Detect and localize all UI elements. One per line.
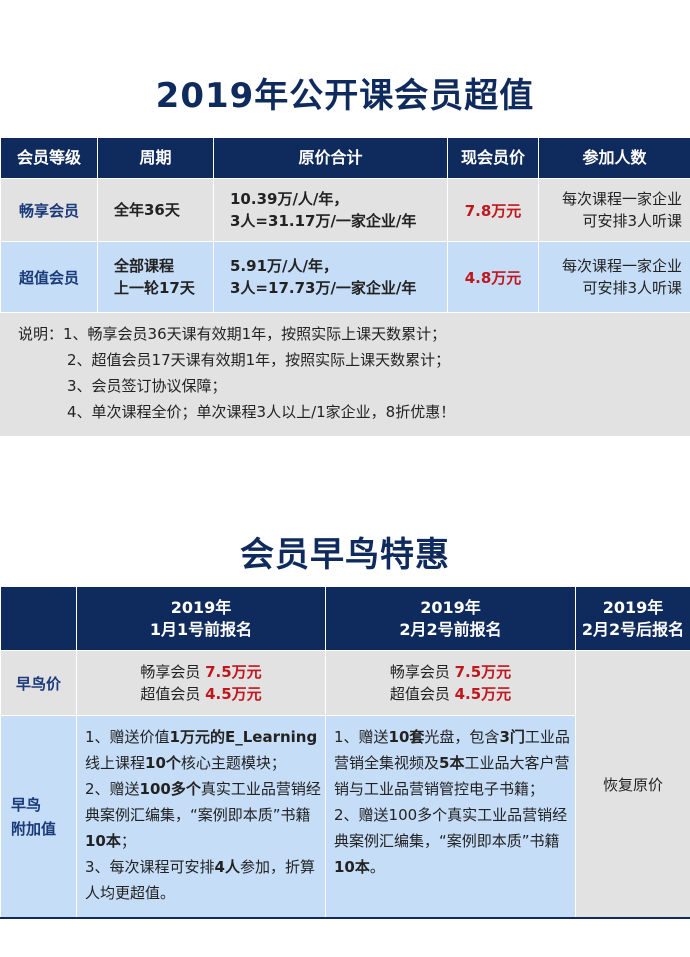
note: 说明：1、畅享会员36天课有效期1年，按照实际上课天数累计； — [18, 325, 447, 343]
benefit-text: 3门 — [499, 728, 525, 746]
note: 4、单次课程全价；单次课程3人以上/1家企业，8折优惠！ — [67, 403, 456, 421]
people-cell: 每次课程一家企业 可安排3人听课 — [538, 178, 690, 242]
benefit-text: 1万元的E_Learning — [169, 728, 318, 746]
benefit-item: 2、赠送100多个真实工业品营销经典案例汇编集，“案例即本质”书籍 10本； — [85, 776, 321, 854]
period-cell: 全年36天 — [97, 178, 214, 242]
people-cell: 每次课程一家企业 可安排3人听课 — [538, 241, 690, 313]
benefit-item: 1、赠送10套光盘，包含3门工业品营销全集视频及5本工业品大客户营销与工业品营销… — [334, 724, 571, 802]
benefit-text: 5本 — [439, 754, 465, 772]
benefit-text: 1、赠送 — [334, 728, 389, 746]
benefit-text: 光盘，包含 — [424, 728, 500, 746]
level-cell: 畅享会员 — [0, 178, 98, 242]
level-cell: 超值会员 — [0, 241, 98, 313]
benefit-text: 10个 — [145, 754, 181, 772]
header-after-feb2: 2019年 2月2号后报名 — [575, 586, 690, 651]
table-row: 畅享会员 全年36天 10.39万/人/年， 3人=31.17万/一家企业/年 7… — [0, 178, 690, 242]
benefit-text: 3、每次课程可安排 — [85, 858, 215, 876]
benefit-text: 10套 — [388, 728, 425, 746]
header-level: 会员等级 — [0, 137, 98, 179]
benefit-text: ； — [120, 832, 136, 850]
benefit-text: 。 — [369, 858, 385, 876]
header-people: 参加人数 — [538, 137, 690, 179]
price-cell: 4.8万元 — [447, 241, 539, 313]
notes: 说明：1、畅享会员36天课有效期1年，按照实际上课天数累计； 2、超值会员17天… — [0, 313, 690, 436]
note: 3、会员签订协议保障； — [67, 377, 227, 395]
benefit-text: 4人 — [214, 858, 240, 876]
benefit-text: 2、赠送 — [85, 780, 140, 798]
benefit-text: 核心主题模块； — [180, 754, 286, 772]
early-bird-table: 2019年 1月1号前报名 2019年 2月2号前报名 2019年 2月2号后报名 早… — [0, 586, 690, 918]
price-cell: 畅享会员 7.5万元 超值会员 4.5万元 — [325, 650, 576, 716]
table-row: 早鸟价 畅享会员 7.5万元 超值会员 4.5万元 畅享会员 7.5万元 超值会… — [0, 650, 690, 918]
early-price-label: 早鸟价 — [0, 650, 77, 716]
header-original: 原价合计 — [213, 137, 448, 179]
page-title: 2019年公开课会员超值 — [155, 76, 535, 116]
period-cell: 全部课程 上一轮17天 — [97, 241, 214, 313]
original-cell: 10.39万/人/年， 3人=31.17万/一家企业/年 — [213, 178, 448, 242]
header-empty — [0, 586, 77, 651]
original-cell: 5.91万/人/年， 3人=17.73万/一家企业/年 — [213, 241, 448, 313]
header-price: 现会员价 — [447, 137, 539, 179]
benefit-text: 工业品营销全集视频及 — [334, 728, 570, 772]
bottom-rule — [0, 917, 690, 919]
benefit-item: 3、每次课程可安排4人参加，折算人均更超值。 — [85, 854, 321, 906]
benefit-text: 2、赠送100多个真实工业品营销经典案例汇编集，“案例即本质”书籍 — [334, 806, 568, 850]
header-before-jan1: 2019年 1月1号前报名 — [76, 586, 326, 651]
membership-table: 会员等级 周期 原价合计 现会员价 参加人数 畅享会员 全年36天 10.39万… — [0, 137, 690, 313]
restore-price-cell: 恢复原价 — [575, 650, 690, 918]
benefit-item: 2、赠送100多个真实工业品营销经典案例汇编集，“案例即本质”书籍 10本。 — [334, 802, 571, 880]
added-value-cell: 1、赠送价值1万元的E_Learning线上课程10个核心主题模块； 2、赠送10… — [76, 715, 326, 918]
benefit-text: 线上课程 — [85, 754, 146, 772]
table-row: 早鸟 附加值 1、赠送价值1万元的E_Learning 线上课程10个核心主题模块；… — [0, 715, 690, 918]
price-cell: 7.8万元 — [447, 178, 539, 242]
note: 2、超值会员17天课有效期1年，按照实际上课天数累计； — [67, 351, 451, 369]
benefit-item: 1、赠送价值1万元的E_Learning 线上课程10个核心主题模块； — [85, 724, 321, 776]
benefit-text: 1、赠送价值 — [85, 728, 170, 746]
added-value-label: 早鸟 附加值 — [0, 715, 77, 918]
benefit-text: 100多个 — [139, 780, 201, 798]
header-period: 周期 — [97, 137, 214, 179]
table-row: 超值会员 全部课程 上一轮17天 5.91万/人/年， 3人=17.73万/一家企业… — [0, 241, 690, 313]
benefit-text: 10本 — [85, 832, 121, 850]
price-cell: 畅享会员 7.5万元 超值会员 4.5万元 — [76, 650, 326, 716]
benefit-text: 工业品大客户营销与工业品营销管控电子书籍； — [334, 754, 570, 798]
benefit-text: 参加，折算人均更超值。 — [85, 858, 315, 902]
benefit-text: 10本 — [334, 858, 370, 876]
benefit-text: 真实工业品营销经典案例汇编集，“案例即本质”书籍 — [85, 780, 321, 824]
added-value-cell: 1、赠送10套光盘，包含3门工业品营销全集视频及5本工业品大客户营销与工业品营销… — [325, 715, 576, 918]
section-title: 会员早鸟特惠 — [240, 535, 450, 575]
header-before-feb2: 2019年 2月2号前报名 — [325, 586, 576, 651]
